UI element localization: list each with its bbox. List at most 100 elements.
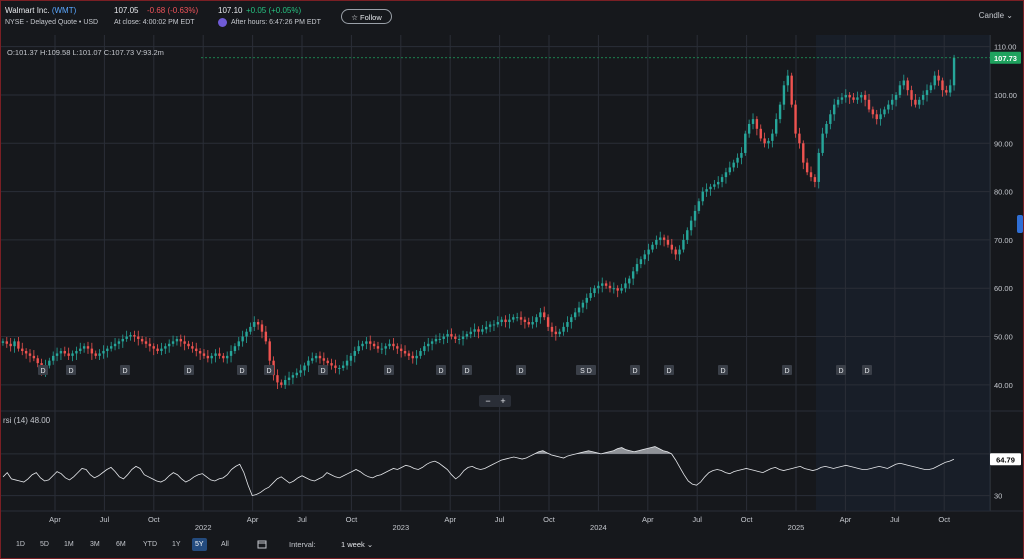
candle-body [643, 254, 646, 260]
candle-body [786, 75, 790, 86]
range-1m-button[interactable]: 1M [61, 538, 77, 551]
candle-body [330, 363, 333, 366]
candle-body [90, 348, 94, 354]
candle-body [365, 341, 368, 344]
dividend-marker [462, 365, 472, 375]
candle-body [914, 99, 917, 105]
candle-body [802, 143, 805, 163]
zoom-out-button[interactable]: − [481, 395, 495, 407]
price-tick-label: 100.00 [994, 91, 1017, 100]
last-price-tag-label: 107.73 [994, 54, 1017, 63]
chart-plot[interactable]: 40.00 50.00 60.00 70.00 80.00 90.00 100.00 110.… [1, 1, 1023, 531]
candle-body [840, 97, 844, 100]
candle-body [562, 326, 565, 332]
candle-body [94, 353, 97, 356]
time-tick-label: Oct [148, 515, 161, 524]
range-6m-button[interactable]: 6M [113, 538, 129, 551]
candle-body [697, 201, 701, 211]
candle-body [805, 162, 809, 173]
candle-body [171, 341, 175, 344]
candle-body [345, 360, 349, 366]
candle-body [295, 372, 298, 376]
candle-body [59, 351, 63, 354]
candle-body [164, 346, 167, 349]
interval-select[interactable]: 1 week ⌄ [341, 540, 374, 549]
candle-body [222, 355, 225, 359]
candle-body [376, 346, 380, 349]
zoom-in-button[interactable]: + [496, 395, 510, 407]
candle-body [655, 239, 658, 245]
candle-body [1, 341, 5, 343]
candle-body [616, 288, 619, 291]
candle-body [546, 317, 550, 327]
rsi-label: rsi (14) 48.00 [3, 416, 51, 425]
candle-body [191, 346, 194, 349]
candle-body [179, 338, 182, 342]
candle-body [303, 365, 306, 371]
candle-body [871, 109, 875, 115]
candle-body [573, 312, 577, 318]
candle-body [500, 319, 503, 323]
dividend-marker-label: D [122, 368, 127, 375]
time-tick-label: Oct [741, 515, 754, 524]
range-ytd-button[interactable]: YTD [140, 538, 160, 551]
candle-body [910, 90, 913, 100]
candle-body [419, 351, 422, 356]
range-1y-button[interactable]: 1Y [169, 538, 184, 551]
range-1d-button[interactable]: 1D [13, 538, 28, 551]
candle-body [515, 317, 519, 319]
candle-body [17, 341, 20, 349]
time-tick-label: Apr [49, 515, 61, 524]
candle-body [543, 312, 546, 318]
candle-body [485, 326, 488, 330]
ticker-link[interactable]: (WMT) [51, 6, 77, 15]
candle-body [86, 346, 90, 349]
calendar-icon[interactable] [257, 539, 267, 549]
candle-body [620, 288, 623, 291]
candle-body [233, 346, 237, 352]
candle-body [747, 123, 751, 134]
candle-body [245, 331, 248, 337]
candle-body [51, 355, 55, 361]
candle-body [225, 355, 229, 359]
candle-body [48, 360, 51, 366]
follow-button[interactable]: ☆ Follow [341, 9, 392, 24]
candle-body [75, 351, 78, 354]
range-5y-button[interactable]: 5Y [192, 538, 207, 551]
candle-body [117, 341, 121, 344]
candle-body [229, 351, 233, 356]
time-tick-label: Jul [692, 515, 702, 524]
candle-body [369, 341, 372, 344]
range-3m-button[interactable]: 3M [87, 538, 103, 551]
price-scale-handle[interactable] [1017, 215, 1023, 233]
chart-type-select[interactable]: Candle ⌄ [978, 11, 1013, 20]
candle-body [736, 157, 739, 163]
time-tick-label: Jul [890, 515, 900, 524]
dividend-marker-label: D [838, 368, 843, 375]
candle-body [338, 367, 341, 369]
candle-body [662, 237, 666, 240]
candle-body [577, 307, 581, 313]
candle-body [539, 312, 542, 318]
candle-body [434, 338, 438, 342]
candle-body [705, 189, 708, 192]
dividend-marker-label: D [518, 368, 523, 375]
dividend-marker [718, 365, 728, 375]
candle-body [929, 85, 933, 91]
candle-body [504, 319, 507, 323]
range-all-button[interactable]: All [218, 538, 232, 551]
candle-body [407, 353, 411, 356]
candle-body [624, 283, 627, 289]
candle-body [535, 317, 538, 323]
candle-body [198, 351, 202, 354]
candle-body [693, 210, 697, 221]
candle-body [759, 128, 762, 139]
range-5d-button[interactable]: 5D [37, 538, 52, 551]
candle-body [461, 336, 465, 339]
candle-body [384, 346, 387, 349]
dividend-marker [630, 365, 640, 375]
candle-body [403, 351, 407, 354]
candle-body [945, 90, 948, 93]
candle-body [701, 191, 704, 202]
